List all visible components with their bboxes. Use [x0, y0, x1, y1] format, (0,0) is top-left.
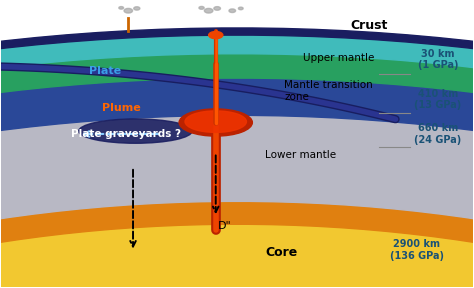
- Text: D": D": [219, 221, 232, 231]
- Text: 410 km
(13 GPa): 410 km (13 GPa): [414, 89, 462, 110]
- Text: 660 km
(24 GPa): 660 km (24 GPa): [414, 123, 462, 145]
- Text: Lower mantle: Lower mantle: [265, 150, 337, 160]
- Text: Plume: Plume: [102, 103, 141, 113]
- Ellipse shape: [229, 9, 236, 13]
- Text: Crust: Crust: [350, 18, 388, 32]
- Polygon shape: [0, 224, 474, 288]
- Polygon shape: [0, 28, 474, 288]
- Ellipse shape: [185, 111, 246, 132]
- Ellipse shape: [238, 7, 243, 10]
- Text: Plate graveyards ?: Plate graveyards ?: [71, 129, 181, 139]
- Ellipse shape: [179, 109, 252, 136]
- Ellipse shape: [134, 7, 140, 10]
- Ellipse shape: [209, 31, 223, 39]
- Polygon shape: [0, 115, 474, 288]
- Polygon shape: [0, 54, 474, 288]
- Ellipse shape: [214, 7, 220, 10]
- Text: Upper mantle: Upper mantle: [303, 53, 374, 63]
- Text: Plate: Plate: [89, 66, 121, 76]
- Polygon shape: [0, 78, 474, 288]
- Polygon shape: [0, 201, 474, 288]
- Polygon shape: [0, 35, 474, 288]
- Ellipse shape: [79, 119, 192, 143]
- Ellipse shape: [199, 6, 204, 9]
- Ellipse shape: [119, 7, 124, 9]
- Ellipse shape: [204, 8, 213, 13]
- Ellipse shape: [124, 8, 133, 13]
- Text: 30 km
(1 GPa): 30 km (1 GPa): [418, 49, 458, 70]
- Text: 2900 km
(136 GPa): 2900 km (136 GPa): [390, 239, 444, 261]
- Text: Mantle transition
zone: Mantle transition zone: [284, 80, 373, 102]
- Text: Core: Core: [265, 247, 298, 259]
